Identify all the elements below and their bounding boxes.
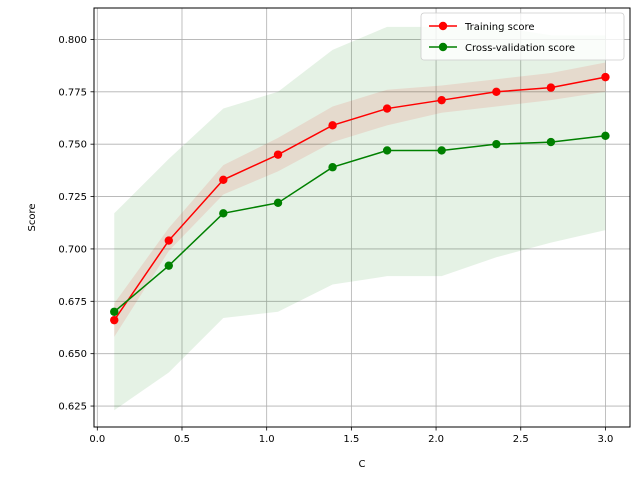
score-lines: [113, 76, 606, 321]
y-axis-label: Score: [27, 203, 38, 231]
y-tick-label: 0.625: [58, 402, 87, 413]
x-axis-label: C: [359, 459, 366, 470]
training-score-point: [492, 87, 501, 97]
x-axis-ticks: 0.0 0.5 1.0 1.5 2.0 2.5 3.0: [89, 427, 613, 445]
training-score-line: [113, 76, 606, 321]
y-tick-label: 0.725: [58, 192, 87, 203]
cross-validation-score-point: [328, 163, 337, 172]
score-points: [110, 72, 610, 325]
legend-training-score-marker: [438, 21, 448, 31]
y-tick-label: 0.675: [58, 297, 87, 308]
y-axis-ticks: 0.625 0.650 0.675 0.700 0.725 0.750 0.775 0.800: [58, 35, 94, 413]
training-score-point: [219, 175, 228, 184]
x-tick-label: 1.0: [259, 434, 275, 445]
y-tick-label: 0.700: [58, 244, 87, 255]
cross-validation-score-point: [273, 198, 283, 208]
legend-cross-validation-score-marker: [438, 42, 448, 52]
cross-validation-score-point: [164, 261, 173, 270]
y-tick-label: 0.650: [58, 349, 87, 360]
legend: Training score Cross-validation score: [420, 12, 625, 61]
cross-validation-score-point: [546, 137, 556, 147]
legend-cross-validation-score-label: Cross-validation score: [465, 43, 575, 54]
x-tick-label: 2.5: [513, 434, 529, 445]
x-tick-label: 0.0: [89, 434, 105, 445]
training-score-point: [546, 83, 556, 92]
training-score-point: [328, 121, 337, 130]
cross-validation-score-band: [114, 26, 606, 411]
cross-validation-score-point: [492, 139, 501, 149]
legend-training-score-label: Training score: [464, 22, 535, 33]
x-tick-label: 1.5: [343, 434, 359, 445]
legend-box: [420, 12, 625, 61]
y-tick-label: 0.750: [58, 140, 87, 151]
cross-validation-score-point: [382, 146, 392, 155]
cross-validation-score-point: [437, 146, 446, 155]
x-tick-label: 3.0: [597, 434, 613, 445]
training-score-point: [437, 95, 446, 105]
training-score-point: [273, 150, 283, 159]
training-score-point: [382, 104, 392, 113]
cross-validation-score-point: [219, 209, 228, 218]
cross-validation-score-point: [601, 131, 610, 140]
plot-area: [94, 8, 630, 427]
y-tick-label: 0.775: [58, 87, 87, 98]
grid-lines: [94, 8, 630, 427]
training-score-point: [164, 236, 173, 245]
cross-validation-score-point: [110, 307, 119, 316]
training-score-point: [601, 72, 610, 82]
plot-frame: [93, 7, 631, 428]
x-tick-label: 0.5: [174, 434, 190, 445]
x-tick-label: 2.0: [428, 434, 444, 445]
training-score-point: [110, 315, 119, 325]
cross-validation-score-line: [113, 135, 606, 313]
y-tick-label: 0.800: [58, 35, 87, 46]
